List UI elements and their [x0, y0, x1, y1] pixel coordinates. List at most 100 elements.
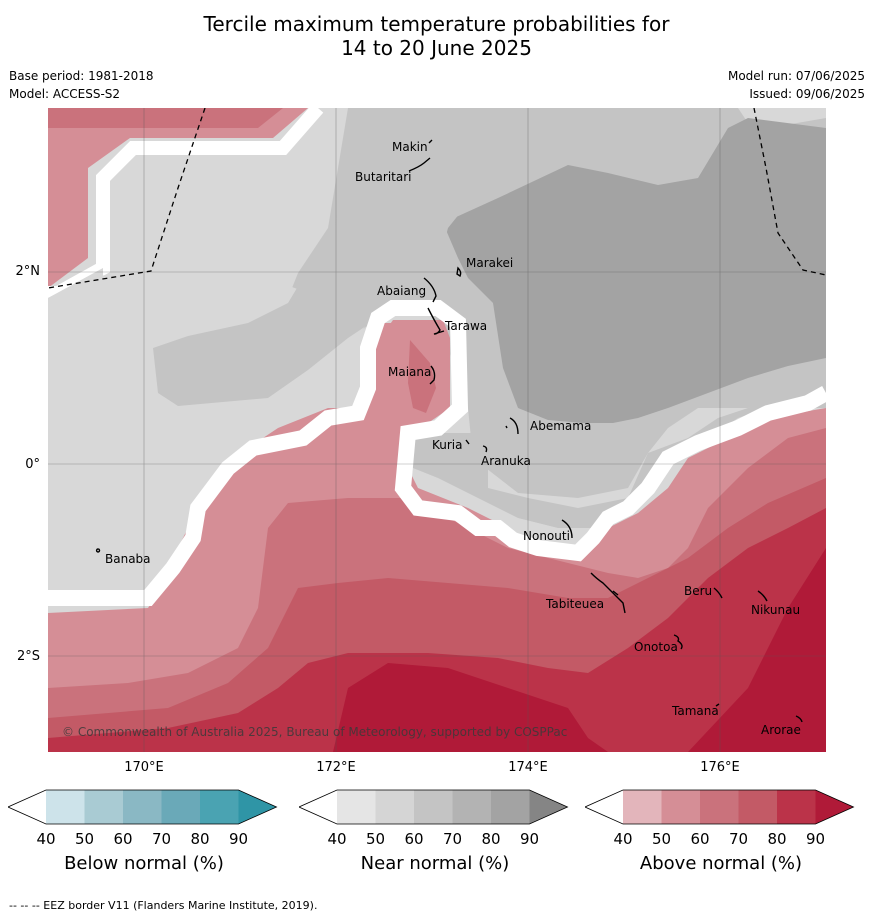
region-above-80-east — [688, 548, 826, 752]
colorbar-swatch — [123, 790, 162, 824]
colorbar-swatch — [452, 790, 491, 824]
colorbar-tick-label: 90 — [229, 830, 248, 848]
colorbar-tick-label: 60 — [113, 830, 132, 848]
issued-date: Issued: 09/06/2025 — [749, 87, 865, 101]
colorbar-extend-high — [238, 790, 277, 824]
colorbar-swatch — [661, 790, 700, 824]
colorbar-outline — [584, 789, 855, 825]
colorbar-svg: 40 50 60 70 80 90 — [584, 789, 855, 848]
colorbar-extend-low — [8, 790, 46, 824]
colorbar-extend-low — [299, 790, 337, 824]
colorbar-tick-label: 40 — [327, 830, 346, 848]
lon-label-172e: 172°E — [316, 760, 356, 775]
base-period: Base period: 1981-2018 — [9, 69, 154, 83]
label-tarawa: Tarawa — [444, 319, 487, 333]
colorbar-swatch — [46, 790, 85, 824]
region-above-tongue-dark — [408, 340, 436, 413]
lon-label-176e: 176°E — [700, 760, 740, 775]
colorbar-outline — [7, 789, 278, 825]
region-above-topleft-dark — [48, 108, 283, 128]
colorbar-title-near: Near normal (%) — [360, 853, 510, 874]
label-marakei: Marakei — [466, 256, 513, 270]
model-name: Model: ACCESS-S2 — [9, 87, 121, 101]
label-maiana: Maiana — [388, 365, 431, 379]
meta-left: Base period: 1981-2018 Model: ACCESS-S2 — [9, 67, 154, 103]
colorbar-tick-label: 80 — [767, 830, 786, 848]
lat-label-0: 0° — [25, 457, 40, 472]
colorbar-extend-low — [585, 790, 623, 824]
region-near-50-w — [153, 113, 508, 406]
probability-map[interactable]: Makin Butaritari Marakei Abaiang Tarawa … — [48, 108, 826, 752]
label-beru: Beru — [684, 584, 712, 598]
colorbar-swatch — [337, 790, 376, 824]
colorbar-svg: 40 50 60 70 80 90 — [7, 789, 278, 848]
colorbar-swatch — [84, 790, 123, 824]
label-aranuka: Aranuka — [481, 454, 531, 468]
colorbar-swatch — [700, 790, 739, 824]
label-banaba: Banaba — [105, 552, 151, 566]
colorbar-near-normal: 40 50 60 70 80 90 — [298, 788, 575, 854]
island-labels: Makin Butaritari Marakei Abaiang Tarawa … — [105, 140, 801, 737]
colorbar-outline — [298, 789, 569, 825]
colorbar-above-normal: 40 50 60 70 80 90 — [584, 788, 861, 854]
colorbar-tick-label: 50 — [652, 830, 671, 848]
title-line-2: 14 to 20 June 2025 — [341, 36, 532, 60]
colorbar-below-normal: 40 50 60 70 80 90 — [7, 788, 284, 854]
colorbar-tick-label: 50 — [366, 830, 385, 848]
colorbar-tick-label: 90 — [806, 830, 825, 848]
label-arorae: Arorae — [761, 723, 801, 737]
colorbar-swatch — [623, 790, 662, 824]
label-tamana: Tamana — [671, 704, 719, 718]
lon-label-170e: 170°E — [124, 760, 164, 775]
colorbar-tick-label: 70 — [729, 830, 748, 848]
boundary-main — [48, 300, 826, 606]
label-kuria: Kuria — [432, 438, 463, 452]
label-nonouti: Nonouti — [523, 529, 570, 543]
label-makin: Makin — [392, 140, 428, 154]
label-tabiteuea: Tabiteuea — [545, 597, 604, 611]
footer-note: -- -- -- EEZ border V11 (Flanders Marine… — [9, 899, 318, 912]
meta-right: Model run: 07/06/2025 Issued: 09/06/2025 — [728, 67, 865, 103]
label-onotoa: Onotoa — [634, 640, 678, 654]
chart-title: Tercile maximum temperature probabilitie… — [0, 12, 873, 60]
colorbar-swatch — [491, 790, 530, 824]
colorbar-swatch — [200, 790, 239, 824]
colorbar-swatch — [161, 790, 200, 824]
label-abemama: Abemama — [530, 419, 591, 433]
colorbar-svg: 40 50 60 70 80 90 — [298, 789, 569, 848]
grid-lines — [48, 108, 826, 752]
colorbar-swatch — [414, 790, 453, 824]
region-near-lower — [408, 388, 826, 528]
colorbar-tick-label: 40 — [613, 830, 632, 848]
label-butaritari: Butaritari — [355, 170, 412, 184]
colorbar-extend-high — [815, 790, 854, 824]
colorbar-tick-label: 50 — [75, 830, 94, 848]
colorbar-extend-high — [529, 790, 568, 824]
colorbar-tick-label: 60 — [404, 830, 423, 848]
eez-borders — [48, 108, 826, 289]
colorbar-tick-label: 80 — [190, 830, 209, 848]
colorbar-swatch — [738, 790, 777, 824]
lon-label-174e: 174°E — [508, 760, 548, 775]
label-nikunau: Nikunau — [751, 603, 800, 617]
lat-label-2n: 2°N — [15, 264, 41, 279]
lat-label-2s: 2°S — [16, 649, 40, 664]
region-above-80 — [333, 663, 608, 752]
island-shapes — [95, 139, 803, 723]
colorbar-swatch — [777, 790, 816, 824]
colorbar-tick-label: 60 — [690, 830, 709, 848]
model-run: Model run: 07/06/2025 — [727, 69, 865, 83]
colorbar-tick-label: 40 — [36, 830, 55, 848]
region-near-60 — [443, 118, 826, 423]
colorbar-swatch — [375, 790, 414, 824]
region-above-70 — [48, 508, 826, 752]
colorbar-tick-label: 70 — [152, 830, 171, 848]
colorbar-tick-label: 70 — [443, 830, 462, 848]
colorbar-tick-label: 80 — [481, 830, 500, 848]
colorbar-title-above: Above normal (%) — [639, 853, 803, 874]
colorbar-title-below: Below normal (%) — [64, 853, 224, 874]
copyright-notice: © Commonwealth of Australia 2025, Bureau… — [62, 725, 567, 739]
title-line-1: Tercile maximum temperature probabilitie… — [203, 12, 670, 36]
colorbar-tick-label: 90 — [520, 830, 539, 848]
label-abaiang: Abaiang — [377, 284, 426, 298]
